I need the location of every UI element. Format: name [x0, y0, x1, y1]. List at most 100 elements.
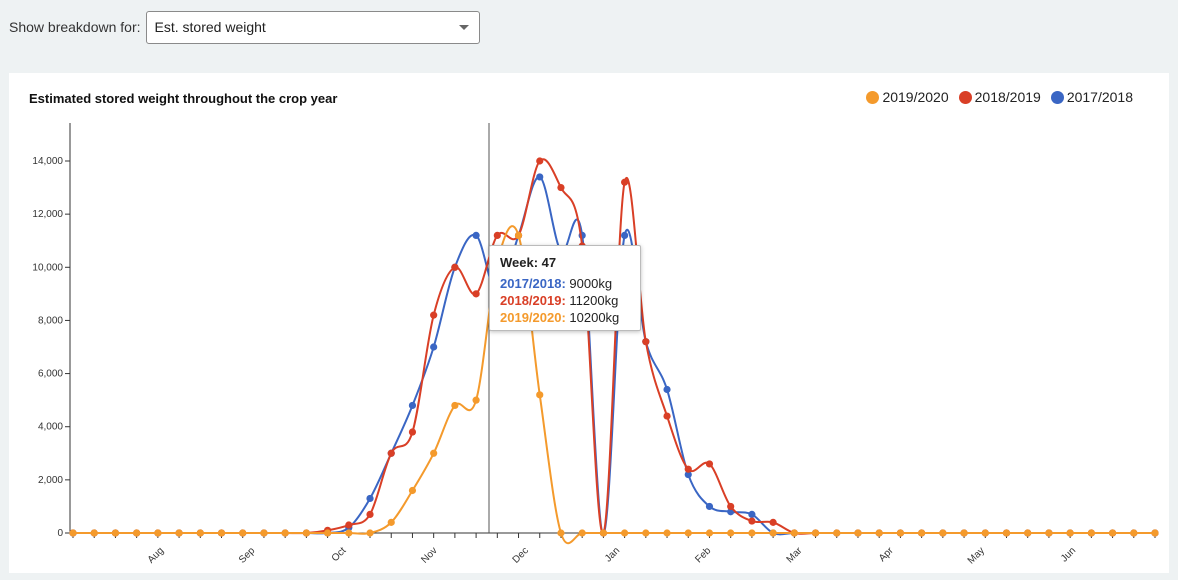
- tooltip-row-2019-2020: 2019/2020: 10200kg: [500, 309, 630, 326]
- data-point-2019-2020: [281, 529, 289, 537]
- tooltip-row-2017-2018: 2017/2018: 9000kg: [500, 275, 630, 292]
- data-point-2019-2020: [1130, 529, 1138, 537]
- data-point-2018-2019: [748, 517, 756, 525]
- legend-item-2018-2019[interactable]: 2018/2019: [958, 89, 1041, 105]
- legend-label-2019-2020: 2019/2020: [882, 89, 949, 105]
- data-point-2019-2020: [960, 529, 968, 537]
- data-point-2017-2018: [430, 343, 438, 351]
- breakdown-select[interactable]: Est. stored weight: [145, 10, 480, 44]
- data-point-2019-2020: [387, 518, 395, 526]
- data-point-2019-2020: [239, 529, 247, 537]
- data-point-2019-2020: [1024, 529, 1032, 537]
- line-chart[interactable]: 0 2,000 4,000 6,000 8,000 10,000 12,000 14,000 A…: [0, 73, 1178, 573]
- x-month-label: Apr: [877, 545, 896, 564]
- data-point-2018-2019: [472, 290, 480, 298]
- y-tick-label: 10,000: [32, 262, 63, 273]
- data-point-2019-2020: [451, 401, 459, 410]
- y-tick-label: 2,000: [38, 475, 63, 486]
- data-point-2018-2019: [663, 412, 671, 420]
- data-point-2019-2020: [1087, 529, 1095, 537]
- data-point-2019-2020: [939, 529, 947, 537]
- data-point-2017-2018: [408, 401, 417, 410]
- data-point-2017-2018: [663, 385, 671, 394]
- x-month-label: Feb: [693, 545, 713, 565]
- data-point-2019-2020: [154, 529, 162, 537]
- x-month-label: Dec: [511, 545, 531, 565]
- data-point-2019-2020: [621, 529, 629, 537]
- data-point-2018-2019: [557, 183, 565, 192]
- data-point-2018-2019: [705, 460, 714, 468]
- x-month-label: May: [966, 545, 987, 566]
- data-point-2017-2018: [705, 502, 714, 511]
- data-point-2017-2018: [472, 231, 480, 239]
- breakdown-select-value: Est. stored weight: [154, 19, 266, 35]
- tooltip-week: Week: 47: [500, 255, 557, 270]
- data-point-2018-2019: [621, 178, 629, 186]
- tooltip-series-name: 2019/2020:: [500, 310, 566, 325]
- data-point-2018-2019: [387, 449, 395, 457]
- data-point-2018-2019: [769, 518, 777, 526]
- data-point-2018-2019: [536, 157, 544, 165]
- data-point-2018-2019: [366, 510, 374, 518]
- data-point-2019-2020: [430, 449, 438, 457]
- data-point-2019-2020: [663, 529, 671, 537]
- data-point-2019-2020: [514, 231, 523, 239]
- data-point-2017-2018: [621, 231, 629, 239]
- data-point-2019-2020: [727, 529, 735, 537]
- tooltip-series-name: 2017/2018:: [500, 276, 566, 291]
- x-month-label: Jan: [603, 545, 622, 564]
- data-point-2019-2020: [196, 529, 204, 537]
- data-point-2019-2020: [981, 529, 989, 537]
- data-point-2019-2020: [833, 529, 841, 537]
- x-month-label: Sep: [237, 545, 258, 566]
- data-point-2019-2020: [1002, 529, 1011, 537]
- data-point-2018-2019: [451, 263, 459, 271]
- legend-item-2017-2018[interactable]: 2017/2018: [1050, 89, 1133, 105]
- data-point-2019-2020: [323, 529, 332, 537]
- y-tick-label: 14,000: [32, 156, 63, 167]
- data-point-2019-2020: [536, 391, 544, 399]
- data-point-2019-2020: [133, 529, 141, 537]
- data-point-2019-2020: [1066, 529, 1074, 537]
- data-point-2018-2019: [684, 465, 692, 473]
- data-point-2019-2020: [769, 529, 777, 537]
- data-point-2019-2020: [111, 529, 120, 537]
- data-point-2018-2019: [408, 428, 417, 436]
- data-point-2019-2020: [557, 529, 565, 537]
- data-point-2019-2020: [684, 529, 692, 537]
- data-point-2019-2020: [578, 529, 586, 537]
- y-tick-label: 4,000: [38, 422, 63, 433]
- data-point-2019-2020: [811, 529, 820, 537]
- data-point-2019-2020: [1151, 529, 1159, 537]
- data-point-2019-2020: [642, 529, 650, 537]
- data-point-2017-2018: [748, 510, 756, 518]
- chart-tooltip: Week: 47 2017/2018: 9000kg 2018/2019: 11…: [489, 245, 641, 331]
- data-point-2019-2020: [366, 529, 374, 537]
- data-point-2019-2020: [705, 529, 714, 537]
- data-point-2017-2018: [684, 470, 692, 479]
- data-point-2019-2020: [748, 529, 756, 537]
- series-line-2018-2019: [72, 158, 1155, 535]
- y-tick-label: 6,000: [38, 369, 63, 380]
- breakdown-toolbar: Show breakdown for: Est. stored weight: [9, 10, 480, 44]
- data-point-2019-2020: [875, 529, 883, 537]
- legend-label-2018-2019: 2018/2019: [974, 89, 1041, 105]
- x-month-label: Nov: [419, 545, 439, 565]
- data-point-2019-2020: [302, 529, 310, 537]
- data-point-2019-2020: [1045, 529, 1053, 537]
- chart-title: Estimated stored weight throughout the c…: [29, 91, 338, 106]
- tooltip-row-2018-2019: 2018/2019: 11200kg: [500, 292, 630, 309]
- data-point-2019-2020: [69, 529, 77, 537]
- data-point-2018-2019: [345, 521, 353, 529]
- data-point-2019-2020: [599, 529, 607, 537]
- data-point-2019-2020: [472, 396, 480, 404]
- legend-item-2019-2020[interactable]: 2019/2020: [866, 89, 949, 105]
- breakdown-label: Show breakdown for:: [9, 19, 141, 35]
- data-point-2019-2020: [408, 486, 417, 495]
- data-point-2018-2019: [642, 338, 650, 346]
- chevron-down-icon: [458, 24, 469, 30]
- legend-dot-2019-2020: [866, 90, 880, 104]
- data-point-2018-2019: [493, 231, 501, 239]
- data-point-2019-2020: [90, 529, 98, 537]
- x-month-label: Mar: [785, 545, 805, 565]
